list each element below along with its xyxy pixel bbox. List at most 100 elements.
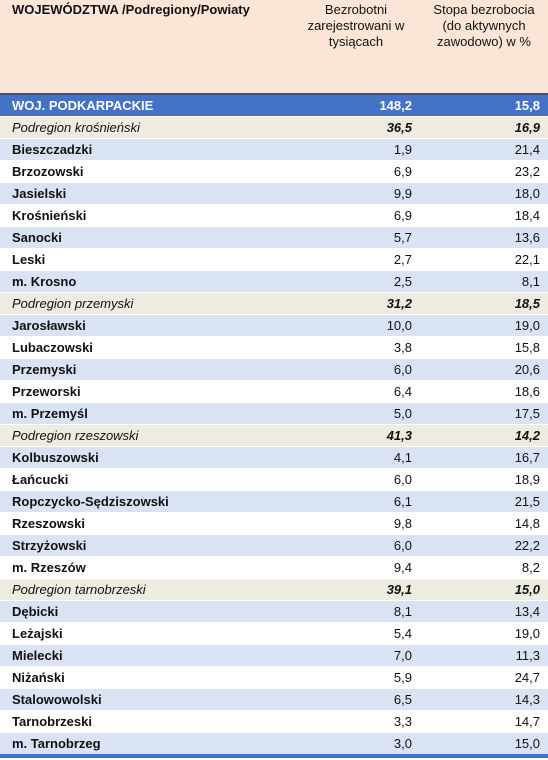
row-registered: 31,2	[292, 291, 420, 314]
table-body: WOJ. PODKARPACKIE 148,2 15,8 Podregion kroś…	[0, 93, 548, 754]
row-name: Łańcucki	[0, 467, 292, 490]
county-row: Tarnobrzeski 3,3 14,7	[0, 709, 548, 732]
county-row: m. Przemyśl 5,0 17,5	[0, 401, 548, 424]
row-registered: 2,5	[292, 269, 420, 292]
county-row: Brzozowski 6,9 23,2	[0, 159, 548, 182]
header-row: WOJEWÓDZTWA /Podregiony/Powiaty Bezrobot…	[0, 0, 548, 94]
row-name: Ropczycko-Sędziszowski	[0, 489, 292, 512]
row-registered: 5,4	[292, 621, 420, 644]
row-rate: 18,0	[420, 181, 548, 204]
row-rate: 21,4	[420, 137, 548, 160]
county-row: Krośnieński 6,9 18,4	[0, 203, 548, 226]
region-row: Podregion tarnobrzeski 39,1 15,0	[0, 577, 548, 600]
row-registered: 4,1	[292, 445, 420, 468]
row-name: Niżański	[0, 665, 292, 688]
row-rate: 15,0	[420, 731, 548, 754]
row-rate: 21,5	[420, 489, 548, 512]
county-row: Mielecki 7,0 11,3	[0, 643, 548, 666]
county-row: Leski 2,7 22,1	[0, 247, 548, 270]
row-rate: 14,8	[420, 511, 548, 534]
row-rate: 18,5	[420, 291, 548, 314]
region-row: Podregion krośnieński 36,5 16,9	[0, 115, 548, 138]
row-registered: 5,0	[292, 401, 420, 424]
header-region: WOJEWÓDZTWA /Podregiony/Powiaty	[0, 0, 292, 94]
county-row: Jarosławski 10,0 19,0	[0, 313, 548, 336]
row-registered: 3,8	[292, 335, 420, 358]
row-name: m. Rzeszów	[0, 555, 292, 578]
row-registered: 3,3	[292, 709, 420, 732]
row-rate: 18,9	[420, 467, 548, 490]
county-row: Kolbuszowski 4,1 16,7	[0, 445, 548, 468]
row-rate: 14,3	[420, 687, 548, 710]
row-rate: 16,7	[420, 445, 548, 468]
county-row: Sanocki 5,7 13,6	[0, 225, 548, 248]
row-name: Przemyski	[0, 357, 292, 380]
row-registered: 5,9	[292, 665, 420, 688]
county-row: Dębicki 8,1 13,4	[0, 599, 548, 622]
header-rate: Stopa bezrobocia (do aktywnych zawodowo)…	[420, 0, 548, 94]
row-rate: 11,3	[420, 643, 548, 666]
county-row: m. Krosno 2,5 8,1	[0, 269, 548, 292]
row-name: Podregion rzeszowski	[0, 423, 292, 446]
row-rate: 16,9	[420, 115, 548, 138]
row-registered: 6,0	[292, 533, 420, 556]
county-row: Jasielski 9,9 18,0	[0, 181, 548, 204]
row-registered: 6,9	[292, 159, 420, 182]
row-registered: 1,9	[292, 137, 420, 160]
row-registered: 41,3	[292, 423, 420, 446]
row-name: Tarnobrzeski	[0, 709, 292, 732]
row-rate: 13,4	[420, 599, 548, 622]
row-rate: 22,1	[420, 247, 548, 270]
row-registered: 10,0	[292, 313, 420, 336]
region-row: Podregion przemyski 31,2 18,5	[0, 291, 548, 314]
row-rate: 19,0	[420, 313, 548, 336]
row-name: Jarosławski	[0, 313, 292, 336]
county-row: Przemyski 6,0 20,6	[0, 357, 548, 380]
region-row: Podregion rzeszowski 41,3 14,2	[0, 423, 548, 446]
county-row: Niżański 5,9 24,7	[0, 665, 548, 688]
row-registered: 9,9	[292, 181, 420, 204]
row-registered: 39,1	[292, 577, 420, 600]
row-rate: 18,4	[420, 203, 548, 226]
row-name: Podregion tarnobrzeski	[0, 577, 292, 600]
county-row: Przeworski 6,4 18,6	[0, 379, 548, 402]
row-name: Krośnieński	[0, 203, 292, 226]
row-rate: 17,5	[420, 401, 548, 424]
row-name: Brzozowski	[0, 159, 292, 182]
row-registered: 3,0	[292, 731, 420, 754]
row-name: Strzyżowski	[0, 533, 292, 556]
row-rate: 24,7	[420, 665, 548, 688]
county-row: Rzeszowski 9,8 14,8	[0, 511, 548, 534]
row-registered: 6,0	[292, 467, 420, 490]
row-name: Stalowowolski	[0, 687, 292, 710]
county-row: m. Tarnobrzeg 3,0 15,0	[0, 731, 548, 754]
row-name: m. Przemyśl	[0, 401, 292, 424]
row-rate: 15,0	[420, 577, 548, 600]
row-name: m. Krosno	[0, 269, 292, 292]
row-registered: 5,7	[292, 225, 420, 248]
row-name: Mielecki	[0, 643, 292, 666]
row-name: m. Tarnobrzeg	[0, 731, 292, 754]
row-registered: 6,0	[292, 357, 420, 380]
row-rate: 23,2	[420, 159, 548, 182]
row-registered: 9,8	[292, 511, 420, 534]
row-name: Leżajski	[0, 621, 292, 644]
row-name: Bieszczadzki	[0, 137, 292, 160]
bottom-rule	[0, 754, 548, 758]
row-registered: 6,9	[292, 203, 420, 226]
row-rate: 14,7	[420, 709, 548, 732]
row-registered: 36,5	[292, 115, 420, 138]
row-registered: 6,4	[292, 379, 420, 402]
county-row: Ropczycko-Sędziszowski 6,1 21,5	[0, 489, 548, 512]
row-registered: 7,0	[292, 643, 420, 666]
row-rate: 13,6	[420, 225, 548, 248]
row-name: Jasielski	[0, 181, 292, 204]
table-header: WOJEWÓDZTWA /Podregiony/Powiaty Bezrobot…	[0, 0, 548, 94]
row-rate: 15,8	[420, 93, 548, 116]
header-registered: Bezrobotni zarejestrowani w tysiącach	[292, 0, 420, 94]
row-name: Leski	[0, 247, 292, 270]
row-rate: 20,6	[420, 357, 548, 380]
total-row: WOJ. PODKARPACKIE 148,2 15,8	[0, 93, 548, 116]
row-name: Dębicki	[0, 599, 292, 622]
